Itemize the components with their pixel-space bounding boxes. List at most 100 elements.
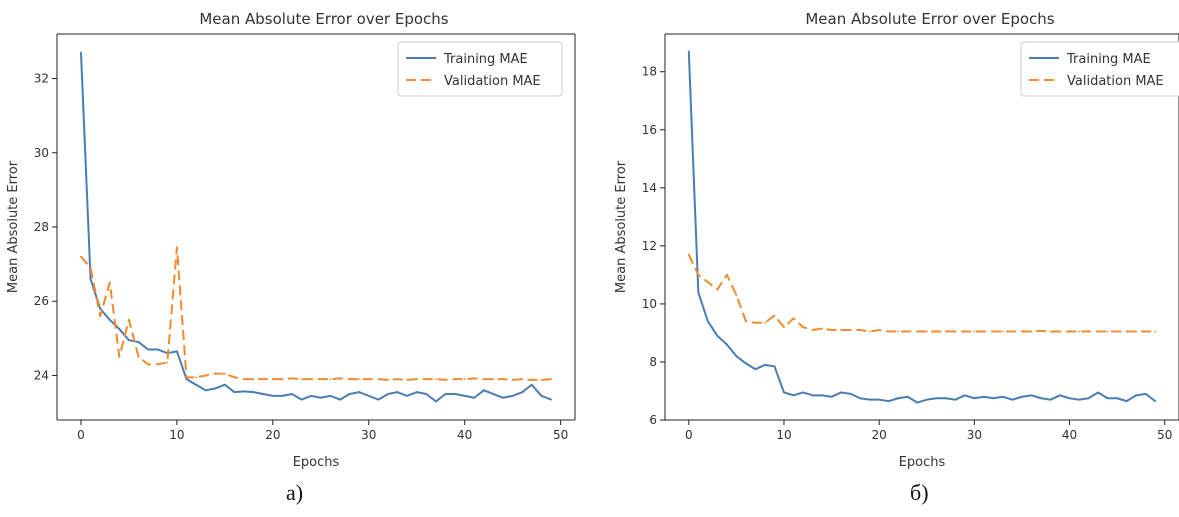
legend-label-validation: Validation MAE	[1067, 74, 1164, 89]
data-point-training	[473, 396, 476, 399]
data-point-validation	[916, 330, 919, 333]
data-point-training	[108, 318, 111, 321]
data-point-validation	[887, 330, 890, 333]
y-tick-label: 6	[649, 413, 657, 427]
data-point-validation	[935, 330, 938, 333]
data-point-validation	[444, 379, 447, 381]
y-axis-label: Mean Absolute Error	[6, 160, 21, 293]
data-point-validation	[387, 379, 389, 381]
data-point-validation	[118, 356, 121, 358]
data-point-training	[1116, 397, 1119, 400]
data-point-validation	[185, 376, 188, 379]
data-point-validation	[319, 378, 322, 381]
data-point-validation	[1154, 330, 1157, 333]
x-tick-label: 20	[265, 428, 280, 442]
data-point-training	[1125, 400, 1128, 403]
data-point-validation	[521, 378, 524, 381]
data-point-validation	[425, 378, 428, 381]
data-point-training	[435, 400, 437, 403]
data-point-training	[954, 398, 957, 401]
data-point-validation	[415, 378, 418, 381]
y-axis-label: Mean Absolute Error	[614, 160, 629, 293]
data-point-training	[502, 396, 504, 399]
data-point-training	[406, 394, 409, 397]
data-point-validation	[735, 294, 738, 297]
data-point-training	[1087, 397, 1090, 400]
data-point-training	[735, 355, 738, 358]
data-point-training	[821, 394, 823, 397]
data-point-training	[233, 391, 236, 394]
data-point-training	[868, 398, 871, 401]
data-point-training	[783, 391, 785, 394]
data-point-validation	[1059, 330, 1061, 333]
data-point-training	[830, 395, 833, 398]
data-point-training	[99, 307, 102, 310]
data-point-training	[329, 394, 332, 397]
data-point-training	[387, 393, 389, 395]
data-point-training	[811, 394, 814, 397]
data-point-training	[1078, 398, 1080, 401]
data-point-validation	[944, 330, 947, 333]
data-point-validation	[1144, 330, 1147, 333]
x-tick-label: 40	[457, 428, 472, 442]
data-point-validation	[783, 326, 785, 329]
data-point-validation	[1116, 330, 1119, 333]
data-point-training	[973, 397, 976, 400]
data-point-validation	[1068, 330, 1071, 333]
legend: Training MAE Validation MAE	[1020, 41, 1179, 97]
data-point-training	[252, 391, 255, 394]
legend: Training MAE Validation MAE	[397, 41, 563, 97]
x-tick-label: 50	[1157, 428, 1172, 442]
data-point-validation	[89, 266, 92, 269]
data-point-validation	[406, 379, 409, 381]
data-point-training	[792, 394, 795, 397]
chart-panel-0: Mean Absolute Error over Epochs 0 10 20 30 40…	[6, 10, 576, 470]
y-tick-label: 10	[642, 297, 657, 311]
data-point-validation	[243, 378, 245, 381]
data-point-validation	[128, 318, 130, 321]
data-point-training	[1040, 397, 1042, 400]
data-point-training	[1002, 395, 1004, 398]
data-point-training	[80, 51, 82, 54]
data-point-training	[214, 387, 217, 390]
legend-label-validation: Validation MAE	[444, 74, 541, 89]
data-point-training	[348, 393, 351, 395]
data-point-training	[300, 398, 303, 401]
data-point-training	[137, 341, 140, 343]
data-point-training	[1144, 392, 1147, 395]
data-point-training	[281, 394, 284, 397]
data-point-validation	[511, 379, 514, 381]
data-point-validation	[482, 378, 485, 381]
data-point-training	[982, 395, 985, 398]
data-point-training	[540, 394, 543, 397]
data-point-training	[706, 320, 709, 323]
data-point-training	[530, 383, 533, 386]
data-point-validation	[204, 374, 207, 377]
data-point-validation	[963, 330, 966, 333]
data-point-training	[916, 401, 919, 404]
data-point-validation	[1002, 330, 1004, 333]
data-point-training	[550, 398, 552, 401]
data-point-training	[935, 397, 938, 400]
data-point-validation	[687, 253, 690, 256]
data-point-validation	[773, 314, 776, 317]
data-point-validation	[271, 378, 274, 381]
data-point-validation	[396, 378, 399, 381]
data-point-training	[128, 339, 130, 342]
data-point-validation	[878, 329, 881, 331]
x-tick-label: 10	[776, 428, 791, 442]
data-point-validation	[108, 281, 111, 284]
data-point-validation	[906, 330, 909, 333]
chart-title: Mean Absolute Error over Epochs	[805, 10, 1054, 28]
data-point-validation	[176, 246, 178, 249]
data-point-training	[367, 394, 370, 397]
data-point-validation	[156, 363, 159, 366]
data-point-training	[754, 368, 757, 371]
data-point-training	[697, 291, 700, 294]
y-tick-label: 28	[34, 220, 49, 234]
legend-label-training: Training MAE	[443, 52, 528, 67]
data-point-validation	[1030, 330, 1033, 333]
data-point-training	[859, 397, 862, 400]
data-point-validation	[137, 356, 140, 358]
